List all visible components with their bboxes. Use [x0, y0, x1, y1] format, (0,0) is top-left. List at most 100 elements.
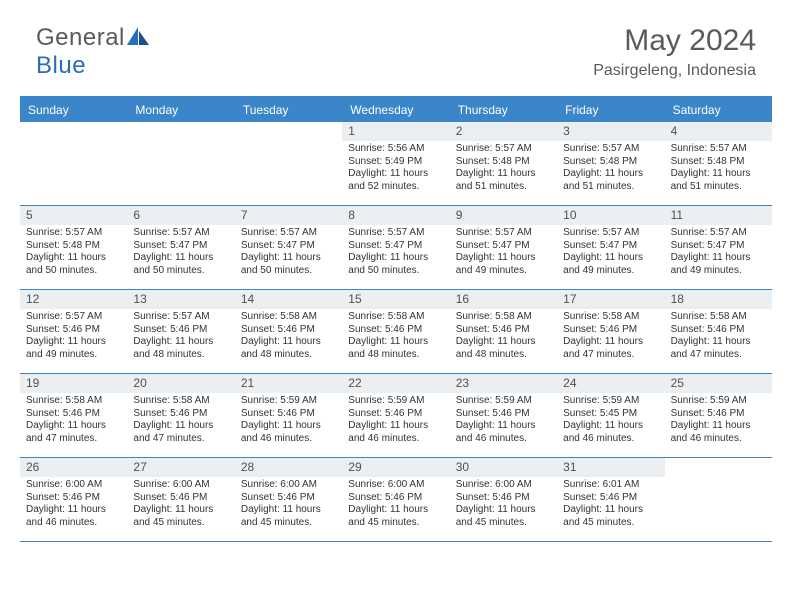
location-subtitle: Pasirgeleng, Indonesia — [593, 62, 756, 80]
day-number: 14 — [235, 290, 342, 309]
daylight-line: Daylight: 11 hours and 49 minutes. — [563, 252, 658, 277]
calendar-day — [665, 458, 772, 541]
sunset-line: Sunset: 5:47 PM — [241, 240, 336, 253]
day-number: 6 — [127, 206, 234, 225]
brand-text-1: General — [36, 24, 125, 51]
day-details: Sunrise: 5:57 AMSunset: 5:47 PMDaylight:… — [342, 227, 449, 281]
sunset-line: Sunset: 5:48 PM — [563, 156, 658, 169]
day-header: Friday — [557, 98, 664, 122]
calendar-body: 1Sunrise: 5:56 AMSunset: 5:49 PMDaylight… — [20, 122, 772, 542]
calendar-day: 19 Sunrise: 5:58 AMSunset: 5:46 PMDayligh… — [20, 374, 127, 457]
daylight-line: Daylight: 11 hours and 49 minutes. — [456, 252, 551, 277]
day-details: Sunrise: 5:57 AMSunset: 5:47 PMDaylight:… — [127, 227, 234, 281]
day-number: 8 — [342, 206, 449, 225]
day-number: 28 — [235, 458, 342, 477]
page-header: GeneralBlue May 2024 Pasirgeleng, Indone… — [0, 0, 792, 88]
sunset-line: Sunset: 5:46 PM — [348, 324, 443, 337]
sunset-line: Sunset: 5:45 PM — [563, 408, 658, 421]
calendar-day: 10Sunrise: 5:57 AMSunset: 5:47 PMDayligh… — [557, 206, 664, 289]
sail-icon — [127, 27, 149, 45]
calendar-week: 5Sunrise: 5:57 AMSunset: 5:48 PMDaylight… — [20, 206, 772, 290]
sunset-line: Sunset: 5:46 PM — [456, 324, 551, 337]
day-number: 12 — [20, 290, 127, 309]
calendar-day: 26Sunrise: 6:00 AMSunset: 5:46 PMDayligh… — [20, 458, 127, 541]
day-number: 2 — [450, 122, 557, 141]
day-header: Tuesday — [235, 98, 342, 122]
day-details: Sunrise: 6:00 AMSunset: 5:46 PMDaylight:… — [235, 479, 342, 533]
day-details: Sunrise: 5:57 AMSunset: 5:48 PMDaylight:… — [20, 227, 127, 281]
calendar-day: 3Sunrise: 5:57 AMSunset: 5:48 PMDaylight… — [557, 122, 664, 205]
sunrise-line: Sunrise: 6:00 AM — [133, 479, 228, 492]
sunrise-line: Sunrise: 5:59 AM — [241, 395, 336, 408]
daylight-line: Daylight: 11 hours and 47 minutes. — [133, 420, 228, 445]
day-details: Sunrise: 5:56 AMSunset: 5:49 PMDaylight:… — [342, 143, 449, 197]
daylight-line: Daylight: 11 hours and 46 minutes. — [241, 420, 336, 445]
day-header: Saturday — [665, 98, 772, 122]
day-number: 4 — [665, 122, 772, 141]
day-details: Sunrise: 5:57 AMSunset: 5:48 PMDaylight:… — [450, 143, 557, 197]
sunset-line: Sunset: 5:46 PM — [671, 324, 766, 337]
calendar-day: 11Sunrise: 5:57 AMSunset: 5:47 PMDayligh… — [665, 206, 772, 289]
sunrise-line: Sunrise: 5:57 AM — [563, 227, 658, 240]
sunrise-line: Sunrise: 6:00 AM — [241, 479, 336, 492]
daylight-line: Daylight: 11 hours and 45 minutes. — [348, 504, 443, 529]
daylight-line: Daylight: 11 hours and 49 minutes. — [26, 336, 121, 361]
calendar-day: 9Sunrise: 5:57 AMSunset: 5:47 PMDaylight… — [450, 206, 557, 289]
day-number: 5 — [20, 206, 127, 225]
daylight-line: Daylight: 11 hours and 47 minutes. — [563, 336, 658, 361]
sunrise-line: Sunrise: 5:58 AM — [241, 311, 336, 324]
daylight-line: Daylight: 11 hours and 47 minutes. — [671, 336, 766, 361]
day-details: Sunrise: 5:58 AMSunset: 5:46 PMDaylight:… — [20, 395, 127, 449]
brand-text-2: Blue — [36, 52, 86, 79]
day-details: Sunrise: 5:58 AMSunset: 5:46 PMDaylight:… — [557, 311, 664, 365]
daylight-line: Daylight: 11 hours and 48 minutes. — [241, 336, 336, 361]
calendar-week: 12Sunrise: 5:57 AMSunset: 5:46 PMDayligh… — [20, 290, 772, 374]
calendar-day — [20, 122, 127, 205]
daylight-line: Daylight: 11 hours and 48 minutes. — [348, 336, 443, 361]
day-header: Sunday — [20, 98, 127, 122]
calendar-day: 14Sunrise: 5:58 AMSunset: 5:46 PMDayligh… — [235, 290, 342, 373]
day-details: Sunrise: 5:59 AMSunset: 5:46 PMDaylight:… — [235, 395, 342, 449]
daylight-line: Daylight: 11 hours and 48 minutes. — [456, 336, 551, 361]
daylight-line: Daylight: 11 hours and 46 minutes. — [671, 420, 766, 445]
day-details: Sunrise: 5:59 AMSunset: 5:46 PMDaylight:… — [665, 395, 772, 449]
sunrise-line: Sunrise: 5:57 AM — [241, 227, 336, 240]
sunset-line: Sunset: 5:46 PM — [348, 408, 443, 421]
calendar-day: 1Sunrise: 5:56 AMSunset: 5:49 PMDaylight… — [342, 122, 449, 205]
daylight-line: Daylight: 11 hours and 51 minutes. — [456, 168, 551, 193]
sunset-line: Sunset: 5:49 PM — [348, 156, 443, 169]
day-number: 18 — [665, 290, 772, 309]
calendar-day: 18Sunrise: 5:58 AMSunset: 5:46 PMDayligh… — [665, 290, 772, 373]
day-number: 19 — [20, 374, 127, 393]
calendar-day: 15Sunrise: 5:58 AMSunset: 5:46 PMDayligh… — [342, 290, 449, 373]
calendar-head-row: SundayMondayTuesdayWednesdayThursdayFrid… — [20, 98, 772, 122]
sunrise-line: Sunrise: 6:01 AM — [563, 479, 658, 492]
calendar-day: 24Sunrise: 5:59 AMSunset: 5:45 PMDayligh… — [557, 374, 664, 457]
daylight-line: Daylight: 11 hours and 45 minutes. — [133, 504, 228, 529]
day-details: Sunrise: 5:58 AMSunset: 5:46 PMDaylight:… — [127, 395, 234, 449]
sunset-line: Sunset: 5:47 PM — [456, 240, 551, 253]
sunset-line: Sunset: 5:46 PM — [241, 492, 336, 505]
sunset-line: Sunset: 5:48 PM — [26, 240, 121, 253]
calendar-day: 23Sunrise: 5:59 AMSunset: 5:46 PMDayligh… — [450, 374, 557, 457]
sunrise-line: Sunrise: 6:00 AM — [456, 479, 551, 492]
day-details: Sunrise: 6:00 AMSunset: 5:46 PMDaylight:… — [127, 479, 234, 533]
day-details: Sunrise: 5:58 AMSunset: 5:46 PMDaylight:… — [342, 311, 449, 365]
sunset-line: Sunset: 5:46 PM — [563, 324, 658, 337]
sunset-line: Sunset: 5:47 PM — [563, 240, 658, 253]
sunset-line: Sunset: 5:46 PM — [241, 408, 336, 421]
sunset-line: Sunset: 5:47 PM — [348, 240, 443, 253]
sunrise-line: Sunrise: 5:56 AM — [348, 143, 443, 156]
sunset-line: Sunset: 5:48 PM — [671, 156, 766, 169]
day-details: Sunrise: 5:57 AMSunset: 5:48 PMDaylight:… — [557, 143, 664, 197]
calendar-week: 26Sunrise: 6:00 AMSunset: 5:46 PMDayligh… — [20, 458, 772, 542]
sunrise-line: Sunrise: 5:57 AM — [563, 143, 658, 156]
day-details: Sunrise: 6:01 AMSunset: 5:46 PMDaylight:… — [557, 479, 664, 533]
sunset-line: Sunset: 5:46 PM — [133, 408, 228, 421]
sunset-line: Sunset: 5:46 PM — [26, 408, 121, 421]
sunset-line: Sunset: 5:46 PM — [348, 492, 443, 505]
month-title: May 2024 — [593, 24, 756, 58]
daylight-line: Daylight: 11 hours and 45 minutes. — [456, 504, 551, 529]
daylight-line: Daylight: 11 hours and 46 minutes. — [456, 420, 551, 445]
day-number: 17 — [557, 290, 664, 309]
